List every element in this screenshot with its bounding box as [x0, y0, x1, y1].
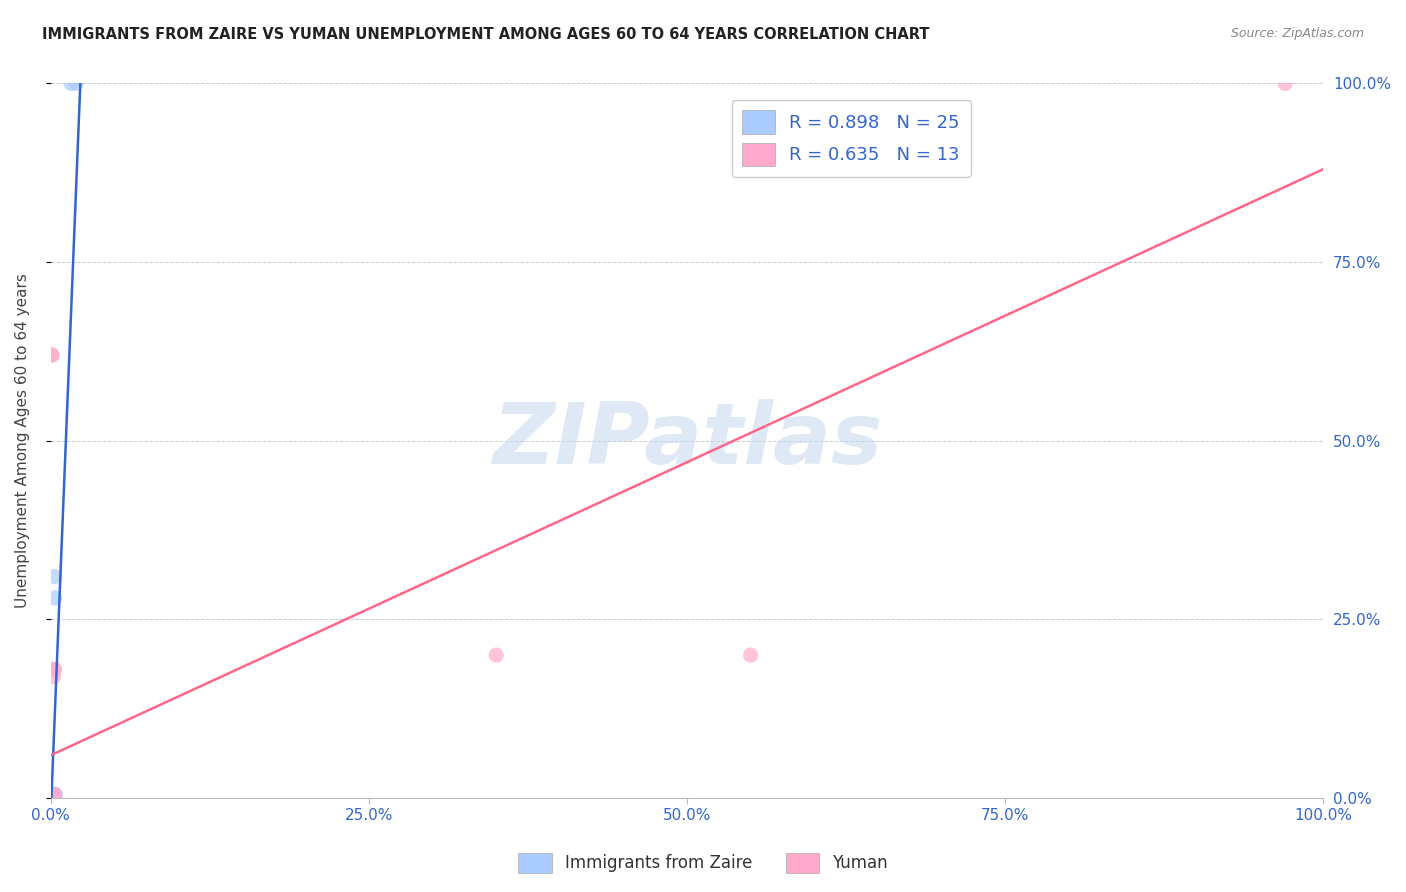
Point — [41, 791, 63, 805]
Point — [44, 591, 66, 605]
Point — [39, 788, 62, 802]
Point — [41, 790, 63, 805]
Point — [41, 348, 63, 362]
Point — [41, 791, 63, 805]
Point — [42, 788, 65, 802]
Point — [44, 788, 66, 802]
Point — [485, 648, 508, 662]
Point — [1274, 77, 1296, 91]
Point — [42, 788, 65, 802]
Legend: Immigrants from Zaire, Yuman: Immigrants from Zaire, Yuman — [512, 847, 894, 880]
Point — [41, 789, 63, 803]
Point — [740, 648, 762, 662]
Point — [41, 791, 63, 805]
Text: Source: ZipAtlas.com: Source: ZipAtlas.com — [1230, 27, 1364, 40]
Point — [42, 788, 65, 802]
Legend: R = 0.898   N = 25, R = 0.635   N = 13: R = 0.898 N = 25, R = 0.635 N = 13 — [731, 100, 970, 177]
Point — [42, 788, 65, 802]
Text: ZIPatlas: ZIPatlas — [492, 400, 882, 483]
Point — [60, 77, 83, 91]
Point — [44, 788, 66, 802]
Point — [42, 789, 65, 803]
Point — [44, 788, 66, 802]
Point — [44, 569, 66, 583]
Text: IMMIGRANTS FROM ZAIRE VS YUMAN UNEMPLOYMENT AMONG AGES 60 TO 64 YEARS CORRELATIO: IMMIGRANTS FROM ZAIRE VS YUMAN UNEMPLOYM… — [42, 27, 929, 42]
Point — [42, 788, 65, 802]
Point — [42, 788, 65, 802]
Point — [41, 348, 63, 362]
Point — [41, 791, 63, 805]
Point — [44, 662, 66, 676]
Point — [42, 662, 65, 676]
Point — [39, 791, 62, 805]
Point — [65, 77, 87, 91]
Point — [39, 791, 62, 805]
Point — [42, 669, 65, 683]
Point — [41, 789, 63, 803]
Y-axis label: Unemployment Among Ages 60 to 64 years: Unemployment Among Ages 60 to 64 years — [15, 273, 30, 608]
Point — [41, 791, 63, 805]
Point — [41, 791, 63, 805]
Point — [42, 791, 65, 805]
Point — [41, 791, 63, 805]
Point — [41, 791, 63, 805]
Point — [39, 788, 62, 802]
